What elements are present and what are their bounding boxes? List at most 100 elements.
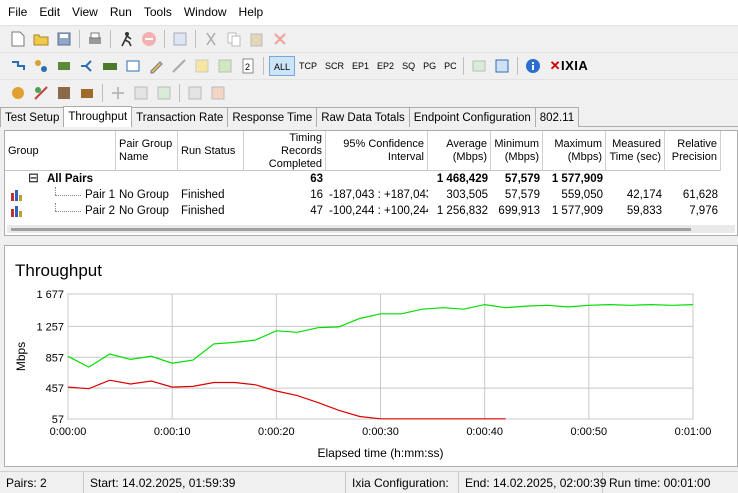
toolbar-tools <box>0 79 738 105</box>
toolbar-separator <box>263 56 264 75</box>
minimum: 699,913 <box>498 205 540 217</box>
menu-tools[interactable]: Tools <box>143 5 172 19</box>
menu-window[interactable]: Window <box>183 5 227 19</box>
menu-view[interactable]: View <box>72 5 98 19</box>
horizontal-scrollbar[interactable] <box>7 225 735 233</box>
filter-all-button[interactable]: ALL <box>269 55 296 76</box>
info-icon[interactable] <box>523 56 543 76</box>
col-average[interactable]: Average (Mbps) <box>428 131 491 171</box>
y-tick-label: 57 <box>52 414 64 426</box>
relative-precision: 61,628 <box>682 189 718 201</box>
col-run-status[interactable]: Run Status <box>178 131 244 171</box>
y-axis-label: Mbps <box>14 342 28 371</box>
scrollbar-thumb[interactable] <box>11 228 691 231</box>
throughput-chart: Throughput Mbps Elapsed time (h:mm:ss) 1… <box>14 261 711 460</box>
print-icon[interactable] <box>85 29 105 49</box>
pair-name: Pair 2 <box>85 205 116 217</box>
menu-help[interactable]: Help <box>238 5 264 19</box>
y-tick-label: 1 257 <box>36 321 64 333</box>
window-icon[interactable] <box>492 56 512 76</box>
delete-icon <box>270 29 290 49</box>
y-tick-label: 857 <box>46 352 64 364</box>
menu-edit[interactable]: Edit <box>39 5 61 19</box>
pair-script-icon[interactable] <box>123 56 143 76</box>
table-row[interactable]: Pair 1 No Group Finished 16 -187,043 : +… <box>5 187 721 203</box>
relative-precision: 7,976 <box>689 205 718 217</box>
table-row[interactable]: Pair 2 No Group Finished 47 -100,244 : +… <box>5 203 721 219</box>
summary-average: 1 468,429 <box>436 173 488 185</box>
status-config: Ixia Configuration: <box>346 472 459 493</box>
tab-raw-data-totals[interactable]: Raw Data Totals <box>316 107 410 127</box>
x-tick-label: 0:00:30 <box>362 426 399 438</box>
edit-script-icon[interactable] <box>146 56 166 76</box>
tool-icon[interactable] <box>77 83 97 103</box>
new-file-icon[interactable] <box>8 29 28 49</box>
pair-chart-icon <box>11 189 23 203</box>
grid-header: Group Pair Group Name Run Status Timing … <box>5 131 721 171</box>
filter-sq-button[interactable]: SQ <box>402 60 416 71</box>
tab-802-11[interactable]: 802.11 <box>534 107 580 127</box>
numbered-list-icon[interactable]: 2 <box>238 56 258 76</box>
disabled-tool-icon <box>469 56 489 76</box>
edit-pair-icon[interactable] <box>54 56 74 76</box>
y-tick-label: 457 <box>46 383 64 395</box>
timing-records: 47 <box>310 205 323 217</box>
cut-icon <box>201 29 221 49</box>
pair-name: Pair 1 <box>85 189 116 201</box>
series-line-2 <box>67 379 506 420</box>
col-pair-group-name[interactable]: Pair Group Name <box>116 131 178 171</box>
stop-icon <box>139 29 159 49</box>
status-run-time: Run time: 00:01:00 <box>609 476 711 490</box>
col-timing-records[interactable]: Timing Records Completed <box>244 131 326 171</box>
col-maximum[interactable]: Maximum (Mbps) <box>543 131 606 171</box>
tool-icon[interactable] <box>31 83 51 103</box>
table-row-summary[interactable]: ⊟ All Pairs 63 1 468,429 57,579 1 577,90… <box>5 171 606 187</box>
tab-response-time[interactable]: Response Time <box>227 107 318 127</box>
filter-ep2-button[interactable]: EP2 <box>377 60 395 71</box>
tab-test-setup[interactable]: Test Setup <box>0 107 65 127</box>
col-confidence-interval[interactable]: 95% Confidence Interval <box>326 131 428 171</box>
run-status: Finished <box>181 189 225 201</box>
filter-pg-button[interactable]: PG <box>423 60 437 71</box>
col-group[interactable]: Group <box>5 131 116 171</box>
add-pair-icon[interactable] <box>8 56 28 76</box>
save-icon[interactable] <box>54 29 74 49</box>
filter-scr-button[interactable]: SCR <box>325 60 345 71</box>
tool-icon[interactable] <box>8 83 28 103</box>
run-icon[interactable] <box>116 29 136 49</box>
filter-ep1-button[interactable]: EP1 <box>352 60 370 71</box>
tree-connector <box>55 211 81 212</box>
ixia-logo: ✕IXIA <box>549 57 589 73</box>
summary-name: All Pairs <box>47 173 94 185</box>
copy-icon <box>224 29 244 49</box>
results-grid: Group Pair Group Name Run Status Timing … <box>4 130 738 236</box>
throughput-chart-panel: Throughput Mbps Elapsed time (h:mm:ss) 1… <box>4 245 738 467</box>
menu-run[interactable]: Run <box>109 5 132 19</box>
x-tick-label: 0:00:40 <box>466 426 503 438</box>
summary-maximum: 1 577,909 <box>551 173 603 185</box>
tab-transaction-rate[interactable]: Transaction Rate <box>131 107 229 127</box>
disabled-tool-icon <box>185 83 205 103</box>
timing-records: 16 <box>310 189 323 201</box>
filter-tcp-button[interactable]: TCP <box>299 60 318 71</box>
open-folder-icon[interactable] <box>31 29 51 49</box>
toolbar-separator <box>102 83 103 102</box>
menu-file[interactable]: File <box>8 5 28 19</box>
tab-endpoint-configuration[interactable]: Endpoint Configuration <box>408 107 536 127</box>
refresh-icon <box>170 29 190 49</box>
run-status: Finished <box>181 205 225 217</box>
x-axis-label: Elapsed time (h:mm:ss) <box>317 446 443 460</box>
toolbar-main <box>0 25 738 51</box>
col-minimum[interactable]: Minimum (Mbps) <box>491 131 543 171</box>
col-measured-time[interactable]: Measured Time (sec) <box>606 131 665 171</box>
pair-config-icon[interactable] <box>100 56 120 76</box>
collapse-icon[interactable]: ⊟ <box>28 171 39 185</box>
col-relative-precision[interactable]: Relative Precision <box>665 131 721 171</box>
filter-pc-button[interactable]: PC <box>444 60 457 71</box>
tab-throughput[interactable]: Throughput <box>63 106 133 127</box>
paste-icon <box>247 29 267 49</box>
add-multicast-icon[interactable] <box>31 56 51 76</box>
tool-icon[interactable] <box>54 83 74 103</box>
disabled-tool-icon <box>169 56 189 76</box>
split-pair-icon[interactable] <box>77 56 97 76</box>
